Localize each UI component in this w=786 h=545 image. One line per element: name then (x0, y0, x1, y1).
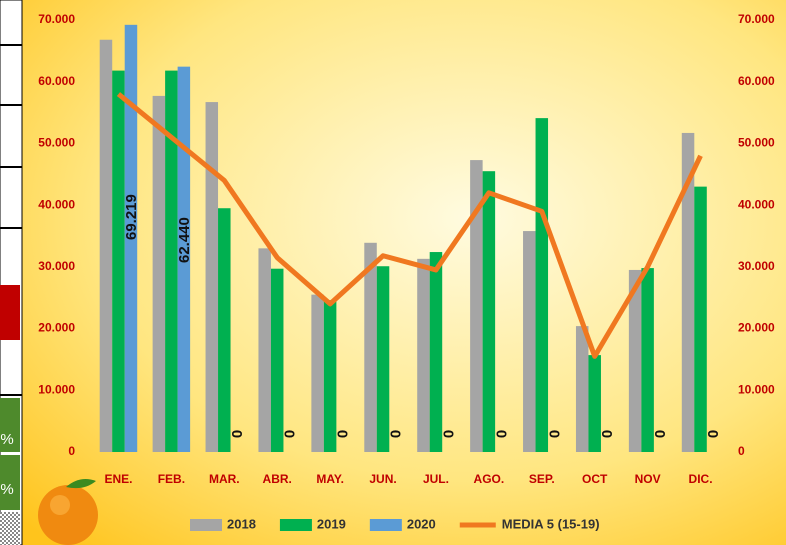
y2-tick-label: 60.000 (738, 74, 775, 88)
bar (258, 248, 271, 452)
y-tick-label: 30.000 (38, 259, 75, 273)
x-tick-label: NOV (635, 472, 661, 486)
value-label: 69.219 (123, 194, 140, 240)
x-tick-label: MAR. (209, 472, 240, 486)
y-tick-label: 60.000 (38, 74, 75, 88)
bar (694, 187, 707, 452)
value-label: 0 (493, 430, 510, 438)
bar (536, 118, 549, 452)
value-label: 0 (282, 430, 299, 438)
value-label: 0 (546, 430, 563, 438)
y2-tick-label: 50.000 (738, 136, 775, 150)
bar (271, 269, 284, 452)
cell-text: % (0, 481, 13, 498)
legend-swatch (370, 519, 402, 531)
value-label: 0 (652, 430, 669, 438)
legend-swatch (280, 519, 312, 531)
y2-tick-label: 70.000 (738, 12, 775, 26)
bar (483, 171, 496, 452)
value-label: 0 (599, 430, 616, 438)
value-label: 0 (229, 430, 246, 438)
y2-tick-label: 20.000 (738, 321, 775, 335)
y2-tick-label: 10.000 (738, 382, 775, 396)
x-tick-label: ENE. (104, 472, 132, 486)
bar (218, 208, 231, 452)
y-tick-label: 40.000 (38, 197, 75, 211)
x-tick-label: ABR. (263, 472, 292, 486)
bar (377, 266, 390, 452)
value-label: 0 (440, 430, 457, 438)
x-tick-label: JUL. (423, 472, 449, 486)
bar (523, 231, 536, 452)
x-tick-label: OCT (582, 472, 608, 486)
bar (324, 300, 337, 452)
y-tick-label: 10.000 (38, 382, 75, 396)
y-tick-label: 20.000 (38, 321, 75, 335)
value-label: 0 (388, 430, 405, 438)
y-tick-label: 70.000 (38, 12, 75, 26)
x-tick-label: FEB. (158, 472, 185, 486)
chart: % % 0 10.000 20.000 30.000 40.000 50.000 60.00… (0, 0, 786, 545)
y-tick-label: 50.000 (38, 136, 75, 150)
value-label: 0 (335, 430, 352, 438)
bar (576, 326, 589, 452)
legend-swatch (190, 519, 222, 531)
value-label: 0 (705, 430, 722, 438)
x-tick-label: AGO. (474, 472, 505, 486)
legend-label: 2019 (317, 516, 346, 531)
bar (641, 268, 654, 452)
bar (100, 40, 113, 452)
bar (112, 71, 125, 452)
y2-tick-label: 40.000 (738, 197, 775, 211)
bar (153, 96, 166, 452)
bar (206, 102, 219, 452)
y2-tick-label: 30.000 (738, 259, 775, 273)
legend-label: 2020 (407, 516, 436, 531)
bar (430, 252, 443, 452)
y2-tick-label: 0 (738, 444, 745, 458)
y-tick-label: 0 (68, 444, 75, 458)
x-tick-label: JUN. (369, 472, 396, 486)
x-tick-label: MAY. (316, 472, 344, 486)
bar (311, 295, 324, 452)
legend-label: MEDIA 5 (15-19) (502, 516, 600, 531)
value-label: 62.440 (176, 217, 193, 263)
x-tick-label: SEP. (529, 472, 555, 486)
side-table: % % (0, 0, 22, 545)
cell-text: % (0, 431, 13, 448)
x-tick-label: DIC. (689, 472, 713, 486)
bar (417, 259, 430, 452)
legend-label: 2018 (227, 516, 256, 531)
